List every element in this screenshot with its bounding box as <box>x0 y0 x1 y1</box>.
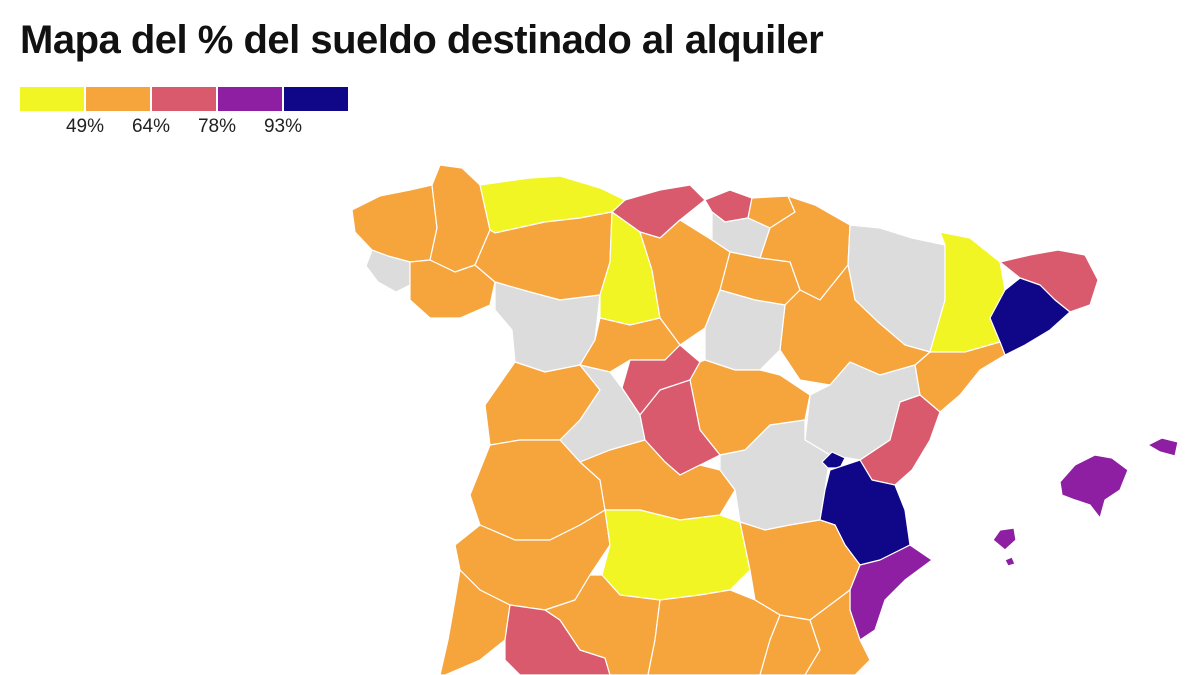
color-legend: 49% 64% 78% 93% <box>20 87 360 147</box>
legend-swatch-2 <box>86 87 150 111</box>
province-ourense[interactable] <box>409 259 496 319</box>
province-castellon[interactable] <box>859 394 941 486</box>
province-murcia[interactable] <box>804 589 871 675</box>
province-jaen[interactable] <box>647 589 781 675</box>
legend-break-1: 49% <box>65 116 105 137</box>
province-formentera[interactable] <box>1004 556 1016 567</box>
province-pontevedra <box>365 249 411 293</box>
legend-break-2: 64% <box>131 116 171 137</box>
province-huelva[interactable] <box>439 569 511 675</box>
legend-swatch-1 <box>20 87 84 111</box>
legend-swatch-4 <box>218 87 282 111</box>
province-ibiza[interactable] <box>992 527 1017 551</box>
province-ciudad-real[interactable] <box>601 509 751 601</box>
legend-swatch-5 <box>284 87 348 111</box>
province-menorca[interactable] <box>1147 437 1179 457</box>
province-rincon-de-ademuz[interactable] <box>821 451 846 469</box>
province-barcelona[interactable] <box>989 277 1071 356</box>
page-title: Mapa del % del sueldo destinado al alqui… <box>20 18 824 62</box>
legend-break-3: 78% <box>197 116 237 137</box>
legend-swatch-3 <box>152 87 216 111</box>
legend-break-4: 93% <box>263 116 303 137</box>
province-a-coruna[interactable] <box>351 184 438 263</box>
province-mallorca[interactable] <box>1059 454 1129 519</box>
